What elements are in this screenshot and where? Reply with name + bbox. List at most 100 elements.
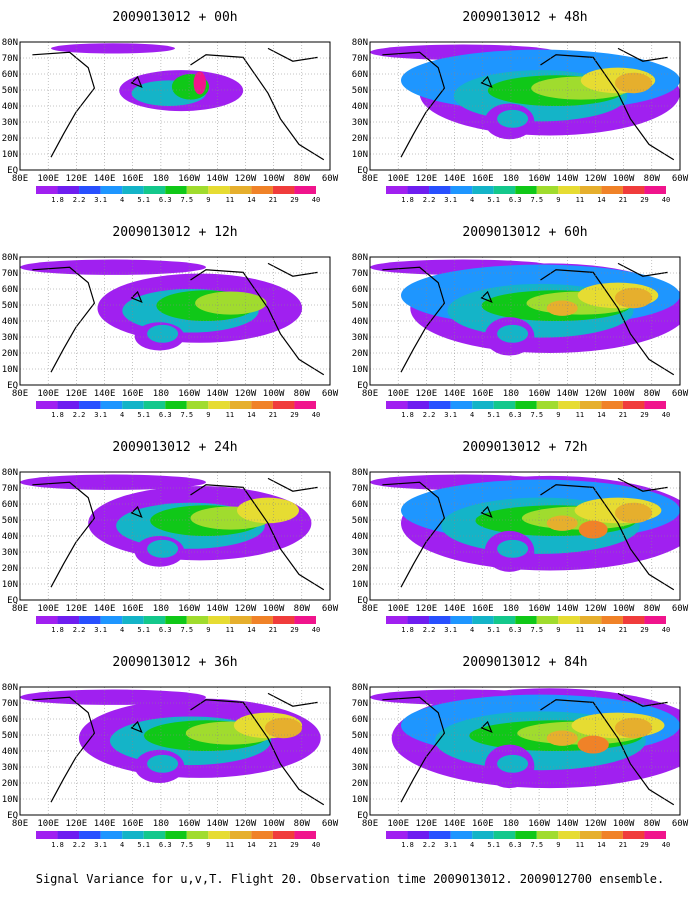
lat-tick-label: 10N xyxy=(352,795,368,805)
legend-label: 7.5 xyxy=(530,626,543,634)
legend-swatch xyxy=(251,831,273,839)
lat-tick-label: 80N xyxy=(2,253,18,263)
lon-tick-label: 140W xyxy=(206,819,228,829)
coastline-north-america xyxy=(540,699,675,806)
legend-label: 4 xyxy=(120,626,124,634)
legend-swatch xyxy=(57,831,80,839)
lat-tick-label: 10N xyxy=(352,150,368,160)
coastline-north-america xyxy=(190,484,325,591)
legend-swatch xyxy=(272,401,295,409)
legend-swatch xyxy=(100,186,123,194)
lon-tick-label: 100W xyxy=(263,604,285,614)
legend-swatch xyxy=(407,831,430,839)
legend-swatch xyxy=(493,831,516,839)
variance-band xyxy=(497,324,529,343)
legend-swatch xyxy=(407,401,430,409)
lat-tick-label: 50N xyxy=(2,516,18,526)
lon-tick-label: 180 xyxy=(153,604,169,614)
lat-tick-label: EQ xyxy=(7,166,18,176)
panel-title: 2009013012 + 84h xyxy=(462,655,588,670)
legend-swatch xyxy=(229,831,252,839)
lon-tick-label: 140E xyxy=(444,389,466,399)
legend-label: 5.1 xyxy=(487,626,500,634)
legend-swatch xyxy=(579,616,602,624)
forecast-panel: 2009013012 + 72h 80E 100E 120E 140E 160E 180 16… xyxy=(350,430,700,645)
legend-label: 5.1 xyxy=(137,196,150,204)
lat-tick-label: 40N xyxy=(2,102,18,112)
legend-label: 4 xyxy=(470,841,474,849)
legend-label: 40 xyxy=(312,626,320,634)
legend-swatch xyxy=(229,616,252,624)
coastline-arctic xyxy=(267,262,318,277)
lon-tick-label: 180 xyxy=(503,389,519,399)
lon-tick-label: 160W xyxy=(178,819,200,829)
legend-swatch xyxy=(515,186,537,194)
variance-band xyxy=(546,300,578,316)
coastline-arctic xyxy=(267,47,318,62)
legend-swatch xyxy=(272,186,295,194)
coastline-north-america xyxy=(190,269,325,376)
variance-map: 80E 100E 120E 140E 160E 180 160W 140W 120W 100W 80… xyxy=(2,253,339,419)
legend-label: 4 xyxy=(470,196,474,204)
lat-tick-label: 50N xyxy=(352,516,368,526)
lat-tick-label: 70N xyxy=(352,484,368,494)
legend-label: 7.5 xyxy=(530,411,543,419)
legend-swatch xyxy=(251,401,273,409)
legend-label: 11 xyxy=(226,411,234,419)
lat-tick-label: EQ xyxy=(357,166,368,176)
lon-tick-label: 140W xyxy=(206,174,228,184)
lat-tick-label: 60N xyxy=(2,285,18,295)
lat-tick-label: EQ xyxy=(357,811,368,821)
legend-swatch xyxy=(251,186,273,194)
lon-tick-label: 80E xyxy=(12,819,28,829)
lon-tick-label: 160E xyxy=(122,174,144,184)
legend-label: 9 xyxy=(556,841,560,849)
legend-label: 3.1 xyxy=(94,411,107,419)
variance-band xyxy=(614,502,653,524)
legend-label: 21 xyxy=(269,626,277,634)
legend-swatch xyxy=(100,831,123,839)
legend-label: 29 xyxy=(640,411,648,419)
variance-map: 80E 100E 120E 140E 160E 180 160W 140W 120W 100W 80… xyxy=(2,38,339,204)
forecast-panel: 2009013012 + 84h 80E 100E 120E 140E 160E 180 16… xyxy=(350,645,700,860)
lon-tick-label: 120E xyxy=(66,819,88,829)
lat-tick-label: 40N xyxy=(2,747,18,757)
lat-tick-label: 30N xyxy=(2,763,18,773)
lon-tick-label: 80W xyxy=(294,819,311,829)
legend-label: 14 xyxy=(247,196,255,204)
lat-tick-label: 30N xyxy=(352,763,368,773)
lat-tick-label: 10N xyxy=(2,795,18,805)
panel-title: 2009013012 + 36h xyxy=(112,655,238,670)
legend-swatch xyxy=(429,186,451,194)
panel-title: 2009013012 + 24h xyxy=(112,440,238,455)
legend-label: 1.8 xyxy=(401,841,414,849)
legend-swatch xyxy=(622,831,645,839)
legend-swatch xyxy=(272,616,295,624)
legend-label: 1.8 xyxy=(51,841,64,849)
lon-tick-label: 100W xyxy=(263,819,285,829)
lat-tick-label: 10N xyxy=(352,365,368,375)
variance-band xyxy=(147,754,179,773)
lon-tick-label: 140W xyxy=(556,604,578,614)
lat-tick-label: 50N xyxy=(352,301,368,311)
legend-label: 6.3 xyxy=(159,411,172,419)
map-frame xyxy=(19,41,331,171)
lat-tick-label: 20N xyxy=(2,564,18,574)
lon-tick-label: 100W xyxy=(613,604,635,614)
lat-tick-label: 80N xyxy=(352,38,368,48)
coastline-asia xyxy=(382,481,446,588)
legend-label: 29 xyxy=(290,411,298,419)
legend-label: 6.3 xyxy=(509,196,522,204)
legend-swatch xyxy=(450,401,473,409)
lon-tick-label: 120E xyxy=(416,389,438,399)
legend-label: 3.1 xyxy=(94,841,107,849)
map-frame xyxy=(19,686,331,816)
legend-label: 29 xyxy=(290,626,298,634)
lat-tick-label: 80N xyxy=(2,683,18,693)
forecast-panel: 2009013012 + 60h 80E 100E 120E 140E 160E 180 16… xyxy=(350,215,700,430)
lon-tick-label: 120E xyxy=(416,604,438,614)
lat-tick-label: 80N xyxy=(2,38,18,48)
lon-tick-label: 100E xyxy=(387,174,409,184)
legend-swatch xyxy=(165,616,187,624)
lon-tick-label: 100E xyxy=(387,819,409,829)
